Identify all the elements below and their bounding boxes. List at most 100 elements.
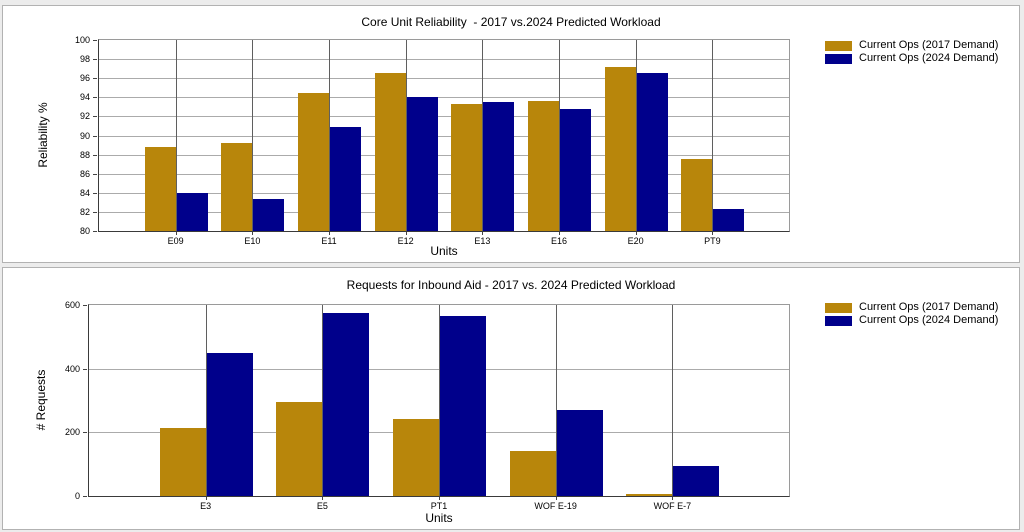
bar-2024-E16 (560, 108, 591, 231)
y-tick-label: 0 (74, 491, 80, 501)
x-category-label: PT1 (430, 501, 448, 511)
y-tick-mark (83, 305, 87, 306)
legend: Current Ops (2017 Demand) Current Ops (2… (825, 301, 998, 327)
x-tick-mark (672, 497, 674, 500)
y-gridline (99, 135, 789, 137)
bar-2024-E5 (323, 312, 370, 496)
x-tick-mark (555, 497, 557, 500)
legend-item-2024: Current Ops (2024 Demand) (825, 52, 998, 65)
y-tick-label: 98 (79, 54, 90, 65)
bar-2017-E20 (604, 66, 636, 231)
y-tick-mark (93, 154, 97, 156)
y-tick-mark (83, 368, 87, 370)
y-tick-mark (93, 97, 97, 99)
x-category-label: WOF E-7 (653, 501, 692, 511)
y-tick-mark (93, 78, 97, 80)
bar-2024-E20 (636, 73, 668, 231)
x-tick-mark (405, 232, 407, 235)
y-tick-label: 96 (79, 73, 90, 84)
x-gridline (405, 40, 407, 231)
x-category-label: E13 (474, 236, 491, 246)
y-tick-label: 80 (79, 226, 90, 236)
x-gridline (559, 40, 560, 231)
reliability-x-axis-title: Units (430, 244, 458, 258)
y-tick-mark (93, 116, 97, 118)
y-tick-label: 82 (79, 206, 90, 217)
y-tick-label: 600 (64, 300, 80, 310)
bar-2024-WOF E-7 (673, 465, 720, 496)
legend-label-2024: Current Ops (2024 Demand) (859, 314, 999, 326)
inbound-aid-plot-area (88, 304, 790, 497)
inbound-aid-chart-title: Requests for Inbound Aid - 2017 vs. 2024… (346, 278, 676, 292)
x-tick-mark (712, 232, 714, 235)
bar-2017-PT9 (681, 159, 713, 231)
bar-2017-E11 (298, 92, 329, 231)
y-tick-label: 86 (79, 168, 90, 179)
legend-label-2024: Current Ops (2024 Demand) (859, 52, 999, 64)
y-tick-label: 84 (79, 187, 90, 198)
y-gridline (99, 192, 789, 194)
reliability-y-axis-title: Reliability % (36, 102, 50, 168)
bar-2024-E12 (406, 97, 438, 231)
bar-2017-E10 (221, 143, 253, 231)
x-tick-mark (482, 232, 484, 235)
x-gridline (635, 40, 637, 231)
bar-2017-WOF E-7 (626, 494, 673, 496)
y-tick-label: 100 (74, 35, 90, 45)
x-tick-mark (175, 232, 177, 235)
x-gridline (205, 305, 207, 496)
y-tick-mark (93, 192, 97, 194)
bar-2017-E09 (144, 146, 176, 231)
y-tick-label: 92 (79, 111, 90, 122)
y-tick-label: 200 (64, 427, 80, 438)
bar-2024-E09 (176, 192, 208, 231)
y-tick-label: 88 (79, 149, 90, 160)
y-tick-mark (83, 432, 87, 434)
x-category-label: E5 (316, 501, 328, 511)
reliability-plot-area (98, 39, 790, 232)
bar-2024-E11 (330, 126, 361, 231)
y-tick-mark (93, 40, 97, 41)
bar-2024-PT1 (440, 315, 486, 496)
x-gridline (322, 305, 324, 496)
x-category-label: E3 (200, 501, 212, 511)
bar-2017-E13 (451, 104, 483, 231)
y-gridline (99, 78, 789, 80)
y-gridline (99, 97, 789, 99)
bar-2024-E10 (253, 198, 285, 231)
bar-2024-PT9 (713, 209, 745, 231)
x-gridline (672, 305, 674, 496)
reliability-chart-title: Core Unit Reliability - 2017 vs.2024 Pre… (361, 15, 661, 29)
x-tick-mark (635, 232, 637, 235)
x-tick-mark (329, 232, 330, 235)
bar-2017-E16 (528, 101, 559, 231)
bar-2017-PT1 (393, 418, 439, 496)
legend-swatch-2024 (825, 315, 852, 326)
y-gridline (99, 211, 789, 213)
bar-2017-E5 (276, 402, 323, 496)
legend-label-2017: Current Ops (2017 Demand) (859, 301, 999, 313)
x-gridline (439, 305, 440, 496)
x-gridline (482, 40, 484, 231)
x-category-label: E10 (244, 236, 261, 246)
x-category-label: PT9 (704, 236, 721, 246)
x-category-label: WOF E-19 (534, 501, 577, 511)
y-tick-mark (83, 496, 87, 497)
y-gridline (99, 154, 789, 156)
x-category-label: E16 (550, 236, 568, 246)
x-tick-mark (322, 497, 324, 500)
legend: Current Ops (2017 Demand) Current Ops (2… (825, 39, 998, 65)
legend-item-2017: Current Ops (2017 Demand) (825, 39, 998, 52)
legend-swatch-2017 (825, 302, 852, 313)
y-tick-mark (93, 135, 97, 137)
bar-2024-E13 (483, 102, 515, 231)
x-tick-mark (205, 497, 207, 500)
inbound-aid-y-axis-title: # Requests (34, 369, 48, 431)
y-tick-mark (93, 231, 97, 232)
x-gridline (555, 305, 557, 496)
bar-2024-WOF E-19 (556, 410, 603, 496)
legend-swatch-2024 (825, 53, 852, 64)
bar-2024-E3 (206, 352, 253, 496)
legend-swatch-2017 (825, 40, 852, 51)
